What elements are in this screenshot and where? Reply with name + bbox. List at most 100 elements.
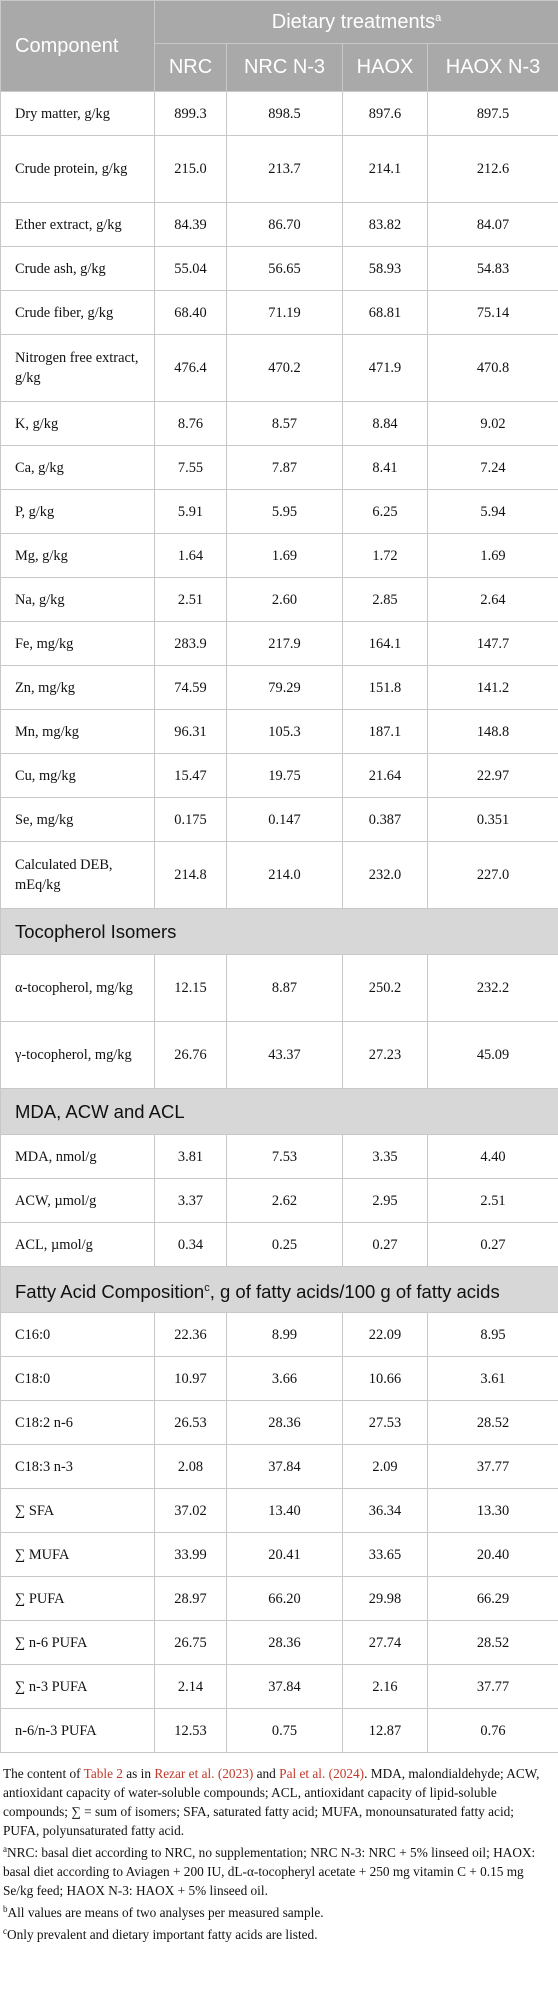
row-label: C18:0	[0, 1356, 155, 1401]
value-cell: 56.65	[226, 246, 343, 291]
row-label: ∑ n-3 PUFA	[0, 1664, 155, 1709]
row-label: Na, g/kg	[0, 577, 155, 622]
row-label: Crude ash, g/kg	[0, 246, 155, 291]
value-cell: 96.31	[154, 709, 227, 754]
value-cell: 20.41	[226, 1532, 343, 1577]
value-cell: 232.2	[426, 954, 558, 1022]
section-tocopherol-isomers: Tocopherol Isomers	[0, 908, 558, 955]
value-cell: 28.97	[154, 1576, 227, 1621]
value-cell: 37.77	[426, 1444, 558, 1489]
value-cell: 897.5	[426, 91, 558, 136]
row-label: ∑ SFA	[0, 1488, 155, 1533]
row-label: Mn, mg/kg	[0, 709, 155, 754]
row-label: ACL, µmol/g	[0, 1222, 155, 1267]
row-label: Calculated DEB, mEq/kg	[0, 841, 155, 909]
table-row: γ-tocopherol, mg/kg 26.76 43.37 27.23 45.09	[0, 1021, 558, 1089]
value-cell: 8.99	[226, 1312, 343, 1357]
table-row: Crude ash, g/kg 55.04 56.65 58.93 54.83	[0, 246, 558, 291]
value-cell: 7.24	[426, 445, 558, 490]
table-row: Crude fiber, g/kg 68.40 71.19 68.81 75.14	[0, 290, 558, 335]
table-link[interactable]: Table 2	[83, 1766, 123, 1781]
row-label: Fe, mg/kg	[0, 621, 155, 666]
value-cell: 83.82	[342, 202, 428, 247]
value-cell: 8.84	[342, 401, 428, 446]
table-row: C18:2 n-6 26.53 28.36 27.53 28.52	[0, 1400, 558, 1445]
value-cell: 21.64	[342, 753, 428, 798]
row-label: Crude protein, g/kg	[0, 135, 155, 203]
value-cell: 58.93	[342, 246, 428, 291]
section-title: Tocopherol Isomers	[0, 908, 558, 955]
value-cell: 0.175	[154, 797, 227, 842]
value-cell: 5.91	[154, 489, 227, 534]
value-cell: 7.53	[226, 1134, 343, 1179]
value-cell: 2.64	[426, 577, 558, 622]
table-row: Fe, mg/kg 283.9 217.9 164.1 147.7	[0, 621, 558, 666]
value-cell: 66.29	[426, 1576, 558, 1621]
value-cell: 898.5	[226, 91, 343, 136]
footnote-general: The content of Table 2 as in Rezar et al…	[3, 1766, 540, 1838]
value-cell: 0.387	[342, 797, 428, 842]
value-cell: 897.6	[342, 91, 428, 136]
section-fatty-acid-composition: Fatty Acid Compositionc, g of fatty acid…	[0, 1266, 558, 1313]
component-header: Component	[0, 0, 155, 92]
footnote-a: aNRC: basal diet according to NRC, no su…	[3, 1844, 536, 1898]
value-cell: 0.27	[342, 1222, 428, 1267]
value-cell: 22.36	[154, 1312, 227, 1357]
row-label: Se, mg/kg	[0, 797, 155, 842]
row-label: C18:3 n-3	[0, 1444, 155, 1489]
value-cell: 1.72	[342, 533, 428, 578]
row-label: Cu, mg/kg	[0, 753, 155, 798]
value-cell: 227.0	[426, 841, 558, 909]
table-row: ACW, µmol/g 3.37 2.62 2.95 2.51	[0, 1178, 558, 1223]
table-row: Se, mg/kg 0.175 0.147 0.387 0.351	[0, 797, 558, 842]
value-cell: 29.98	[342, 1576, 428, 1621]
value-cell: 141.2	[426, 665, 558, 710]
value-cell: 3.66	[226, 1356, 343, 1401]
value-cell: 4.40	[426, 1134, 558, 1179]
row-label: Ether extract, g/kg	[0, 202, 155, 247]
table-row: ∑ SFA 37.02 13.40 36.34 13.30	[0, 1488, 558, 1533]
value-cell: 37.84	[226, 1664, 343, 1709]
value-cell: 476.4	[154, 334, 227, 402]
value-cell: 28.52	[426, 1400, 558, 1445]
value-cell: 28.36	[226, 1620, 343, 1665]
table-row: Dry matter, g/kg 899.3 898.5 897.6 897.5	[0, 91, 558, 136]
table-row: Cu, mg/kg 15.47 19.75 21.64 22.97	[0, 753, 558, 798]
table-row: C18:0 10.97 3.66 10.66 3.61	[0, 1356, 558, 1401]
value-cell: 27.23	[342, 1021, 428, 1089]
table-row: Mg, g/kg 1.64 1.69 1.72 1.69	[0, 533, 558, 578]
value-cell: 471.9	[342, 334, 428, 402]
value-cell: 9.02	[426, 401, 558, 446]
value-cell: 213.7	[226, 135, 343, 203]
value-cell: 37.02	[154, 1488, 227, 1533]
value-cell: 8.57	[226, 401, 343, 446]
row-label: Crude fiber, g/kg	[0, 290, 155, 335]
value-cell: 8.87	[226, 954, 343, 1022]
section-title: MDA, ACW and ACL	[0, 1088, 558, 1135]
value-cell: 86.70	[226, 202, 343, 247]
value-cell: 214.1	[342, 135, 428, 203]
table-row: MDA, nmol/g 3.81 7.53 3.35 4.40	[0, 1134, 558, 1179]
value-cell: 27.74	[342, 1620, 428, 1665]
value-cell: 22.09	[342, 1312, 428, 1357]
value-cell: 105.3	[226, 709, 343, 754]
value-cell: 151.8	[342, 665, 428, 710]
table-row: Nitrogen free extract, g/kg 476.4 470.2 471…	[0, 334, 558, 402]
footnote-c: cOnly prevalent and dietary important fa…	[3, 1926, 318, 1942]
table-row: Calculated DEB, mEq/kg 214.8 214.0 232.0 227…	[0, 841, 558, 909]
value-cell: 15.47	[154, 753, 227, 798]
value-cell: 0.147	[226, 797, 343, 842]
value-cell: 84.07	[426, 202, 558, 247]
reference-link-rezar[interactable]: Rezar et al. (2023)	[154, 1766, 254, 1781]
value-cell: 215.0	[154, 135, 227, 203]
row-label: K, g/kg	[0, 401, 155, 446]
row-label: ∑ MUFA	[0, 1532, 155, 1577]
value-cell: 148.8	[426, 709, 558, 754]
value-cell: 2.08	[154, 1444, 227, 1489]
reference-link-pal[interactable]: Pal et al. (2024)	[279, 1766, 365, 1781]
table-row: K, g/kg 8.76 8.57 8.84 9.02	[0, 401, 558, 446]
value-cell: 470.2	[226, 334, 343, 402]
table-row: ∑ n-6 PUFA 26.75 28.36 27.74 28.52	[0, 1620, 558, 1665]
row-label: P, g/kg	[0, 489, 155, 534]
value-cell: 12.15	[154, 954, 227, 1022]
